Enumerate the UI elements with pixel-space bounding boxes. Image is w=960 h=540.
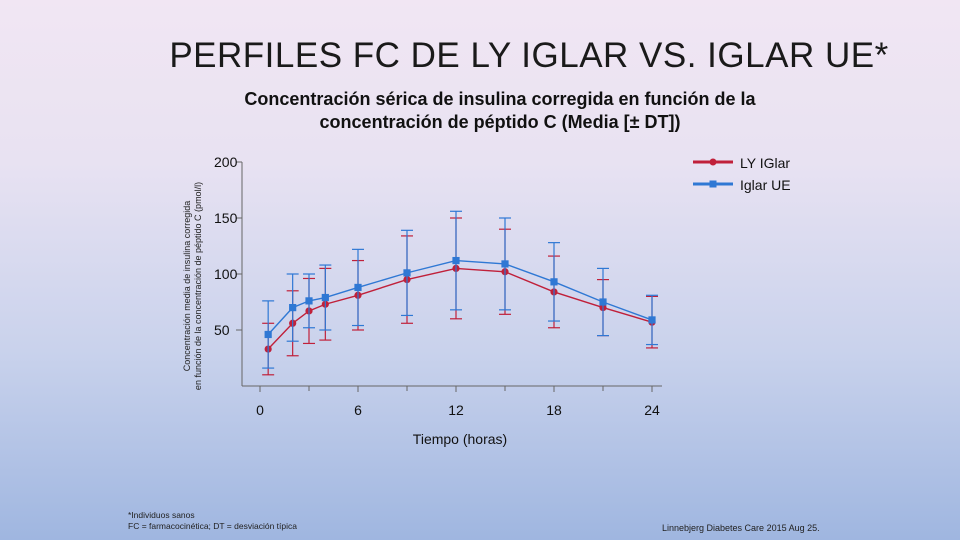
legend-label-ly-iglar: LY IGlar [740, 155, 790, 171]
data-point-iglar-ue [403, 269, 411, 277]
legend-marker-iglar-ue [709, 180, 717, 188]
series-ly-iglar [262, 217, 658, 376]
data-point-iglar-ue [354, 283, 362, 292]
citation: Linnebjerg Diabetes Care 2015 Aug 25. [662, 523, 820, 533]
data-point-iglar-ue [264, 330, 272, 339]
footnote: *Individuos sanos FC = farmacocinética; … [128, 510, 297, 532]
y-tick-label-50: 50 [214, 322, 230, 338]
legend-marker-ly-iglar [709, 158, 717, 166]
x-ticks: 0 6 12 18 24 [256, 386, 660, 418]
y-ticks: 50 100 150 200 [214, 154, 242, 338]
data-point-iglar-ue [305, 297, 313, 305]
y-tick-label-200: 200 [214, 154, 238, 170]
footnote-line-1: *Individuos sanos [128, 510, 195, 520]
data-point-iglar-ue [550, 278, 558, 286]
chart-title-line-1: Concentración sérica de insulina corregi… [244, 89, 756, 109]
x-tick-label-6: 6 [354, 402, 362, 418]
slide-title: PERFILES FC DE LY IGLAR VS. IGLAR UE* [169, 36, 889, 75]
footnote-line-2: FC = farmacocinética; DT = desviación tí… [128, 521, 297, 531]
series-layer [262, 210, 658, 376]
y-tick-label-150: 150 [214, 210, 238, 226]
x-axis-title: Tiempo (horas) [413, 431, 507, 447]
data-point-iglar-ue [289, 304, 297, 312]
series-iglar-ue [262, 210, 658, 369]
chart-title-line-2: concentración de péptido C (Media [± DT]… [319, 112, 681, 132]
chart-legend: LY IGlar Iglar UE [693, 155, 791, 193]
data-point-iglar-ue [648, 316, 656, 324]
x-tick-label-0: 0 [256, 402, 264, 418]
data-point-iglar-ue [452, 256, 460, 265]
y-axis-title-line-2: en función de la concentración de péptid… [193, 182, 203, 390]
x-tick-label-18: 18 [546, 402, 562, 418]
legend-label-iglar-ue: Iglar UE [740, 177, 791, 193]
y-tick-label-100: 100 [214, 266, 238, 282]
data-point-iglar-ue [501, 260, 509, 268]
x-tick-label-12: 12 [448, 402, 464, 418]
y-axis-title-line-1: Concentración media de insulina corregid… [182, 201, 192, 372]
data-point-iglar-ue [599, 298, 607, 306]
x-tick-label-24: 24 [644, 402, 660, 418]
data-point-iglar-ue [321, 293, 329, 302]
chart-title: Concentración sérica de insulina corregi… [150, 88, 850, 134]
